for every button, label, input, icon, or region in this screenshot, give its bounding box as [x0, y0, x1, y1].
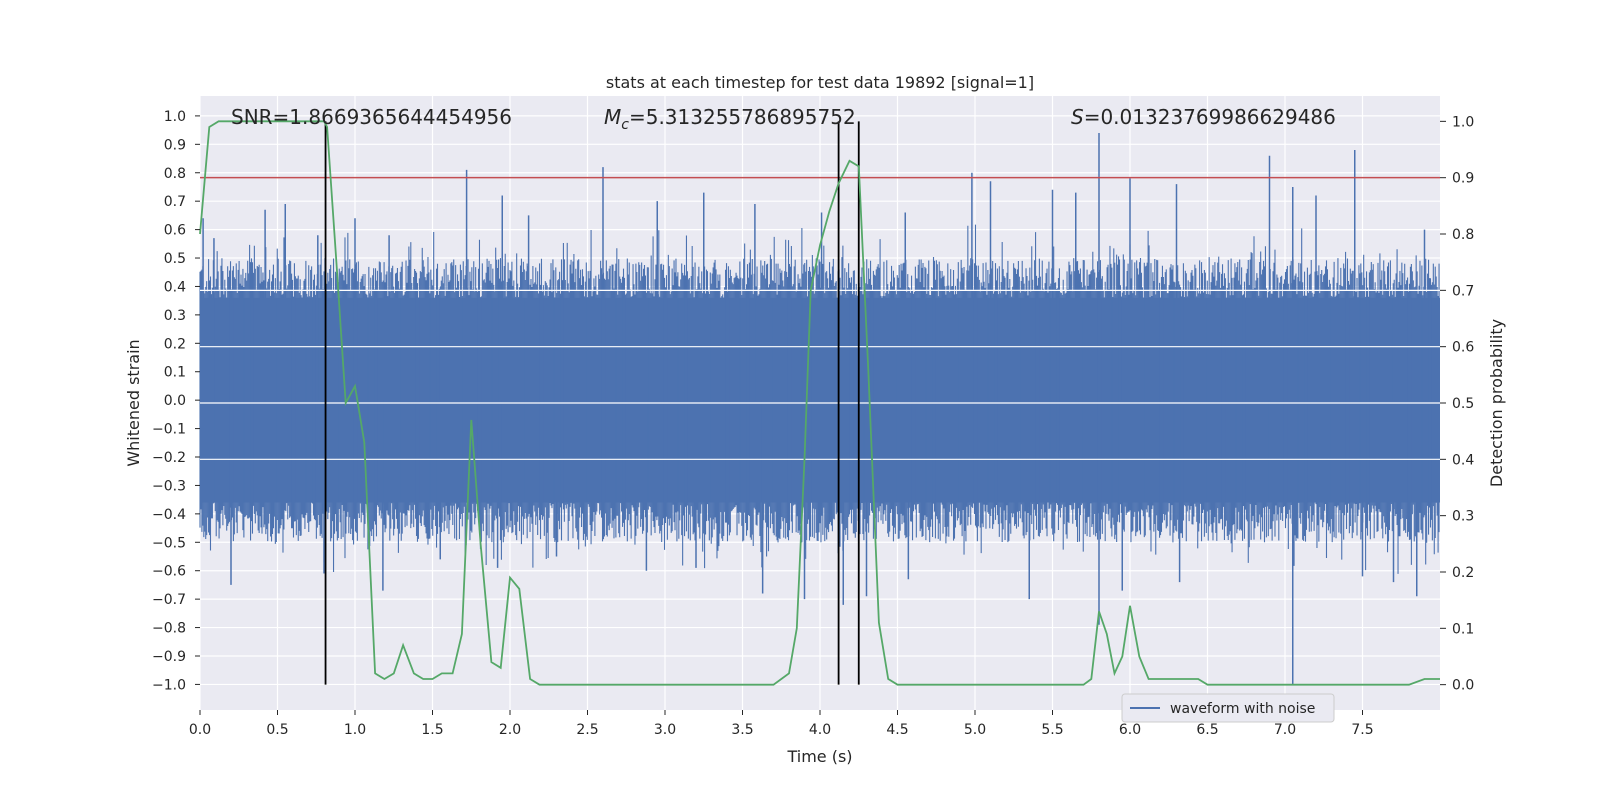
- x-tick-label: 1.5: [421, 722, 443, 738]
- y2-tick-label: 0.3: [1452, 509, 1474, 525]
- mc-subscript: c: [621, 117, 629, 133]
- y2-tick-label: 0.8: [1452, 227, 1474, 243]
- y-tick-label: 0.4: [164, 279, 186, 295]
- x-tick-label: 3.5: [731, 722, 753, 738]
- x-tick-label: 0.0: [189, 722, 211, 738]
- x-tick-label: 2.0: [499, 722, 521, 738]
- x-tick-label: 5.0: [964, 722, 986, 738]
- y-tick-label: −0.7: [152, 592, 186, 608]
- y2-axis-label: Detection probability: [1487, 319, 1506, 487]
- overlay-lines: [200, 121, 1440, 685]
- y-axis-left: 1.0 0.9 0.8 0.7 0.6 0.5 0.4 0.3 0.2 0.1 0.0 −0.1 −0.…: [152, 109, 200, 693]
- x-tick-label: 6.0: [1119, 722, 1141, 738]
- y-tick-label: −0.8: [152, 621, 186, 637]
- mc-annotation: Mc=5.313255786895752: [604, 105, 856, 133]
- y-axis-right: 1.0 0.9 0.8 0.7 0.6 0.5 0.4 0.3 0.2 0.1 0.0: [1440, 114, 1474, 694]
- legend: waveform with noise: [1121, 693, 1335, 723]
- y2-tick-label: 1.0: [1452, 114, 1474, 130]
- x-tick-label: 0.5: [266, 722, 288, 738]
- x-tick-label: 1.0: [344, 722, 366, 738]
- x-tick-label: 3.0: [654, 722, 676, 738]
- probability-line: [199, 120, 1440, 686]
- x-tick-label: 4.0: [809, 722, 831, 738]
- y2-tick-label: 0.2: [1452, 565, 1474, 581]
- y2-tick-label: 0.4: [1452, 452, 1474, 468]
- s-annotation: S=0.01323769986629486: [1071, 105, 1336, 129]
- x-tick-label: 6.5: [1196, 722, 1218, 738]
- y2-tick-label: 0.0: [1452, 678, 1474, 694]
- y-tick-label: −0.1: [152, 422, 186, 438]
- y2-tick-label: 0.7: [1452, 283, 1474, 299]
- y-tick-label: −1.0: [152, 677, 186, 693]
- y-tick-label: 0.3: [164, 308, 186, 324]
- y-tick-label: 0.9: [164, 137, 186, 153]
- y-tick-label: 0.5: [164, 251, 186, 267]
- legend-label: waveform with noise: [1170, 701, 1315, 717]
- y-tick-label: 1.0: [164, 109, 186, 125]
- y-tick-label: −0.6: [152, 564, 186, 580]
- s-value: =0.01323769986629486: [1084, 105, 1336, 129]
- y2-tick-label: 0.6: [1452, 340, 1474, 356]
- chart-title: stats at each timestep for test data 198…: [606, 73, 1034, 92]
- y-tick-label: −0.5: [152, 535, 186, 551]
- y-tick-label: −0.4: [152, 507, 186, 523]
- y-tick-label: 0.6: [164, 223, 186, 239]
- mc-symbol: M: [604, 105, 621, 129]
- x-tick-label: 7.0: [1274, 722, 1296, 738]
- y-tick-label: −0.9: [152, 649, 186, 665]
- x-axis-label: Time (s): [786, 747, 852, 766]
- y2-tick-label: 0.5: [1452, 396, 1474, 412]
- y-tick-label: 0.1: [164, 365, 186, 381]
- x-tick-label: 4.5: [886, 722, 908, 738]
- snr-annotation: SNR=1.8669365644454956: [231, 105, 512, 129]
- x-tick-label: 7.5: [1351, 722, 1373, 738]
- x-tick-label: 2.5: [576, 722, 598, 738]
- y-tick-label: 0.7: [164, 194, 186, 210]
- probability-series: [199, 120, 1440, 686]
- mc-value: =5.313255786895752: [629, 105, 856, 129]
- y-tick-label: −0.2: [152, 450, 186, 466]
- y-tick-label: 0.0: [164, 393, 186, 409]
- y-tick-label: 0.2: [164, 336, 186, 352]
- s-symbol: S: [1071, 105, 1084, 129]
- y2-tick-label: 0.1: [1452, 621, 1474, 637]
- x-tick-label: 5.5: [1041, 722, 1063, 738]
- y-axis-label: Whitened strain: [124, 339, 143, 466]
- legend-box: [1121, 693, 1335, 723]
- y2-tick-label: 0.9: [1452, 171, 1474, 187]
- y-tick-label: 0.8: [164, 166, 186, 182]
- waveform-series: [199, 132, 1440, 685]
- y-tick-label: −0.3: [152, 478, 186, 494]
